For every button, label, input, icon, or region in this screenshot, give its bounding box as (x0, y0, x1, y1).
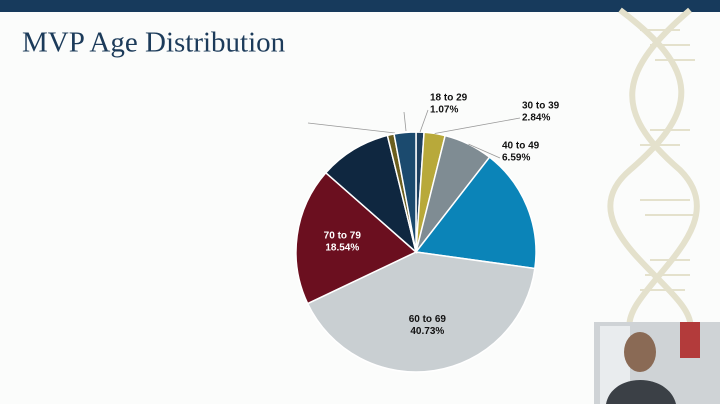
slice-value-label: 1.07% (430, 105, 458, 116)
slice-category-label: 30 to 39 (522, 101, 560, 112)
slice-value-label: 18.54% (325, 242, 359, 253)
leader-lines (307, 111, 407, 134)
top-bar (0, 0, 720, 12)
chart-title: MVP Age Distribution (22, 27, 286, 59)
pie-slice (414, 156, 537, 270)
leader-line (434, 117, 521, 134)
pie: 18 to 291.07% 30 to 392.84% 40 to 496.59% 6… (295, 93, 560, 373)
slice-category-label: 40 to 49 (502, 141, 540, 152)
slice-category-label: 18 to 29 (430, 93, 468, 104)
slice-value-label: 40.73% (410, 326, 444, 337)
slice-category-label: 60 to 69 (409, 314, 447, 325)
leader-line (419, 109, 429, 133)
leader-line (468, 143, 501, 159)
slice-value-label: 2.84% (522, 113, 550, 124)
slice-value-label: 6.59% (502, 153, 530, 164)
slice-category-label: 70 to 79 (324, 230, 362, 241)
webcam (594, 322, 720, 404)
pie-slice (295, 171, 418, 305)
pie-slice (324, 134, 418, 255)
pie-slice (306, 251, 536, 373)
pie-slice (393, 131, 417, 253)
